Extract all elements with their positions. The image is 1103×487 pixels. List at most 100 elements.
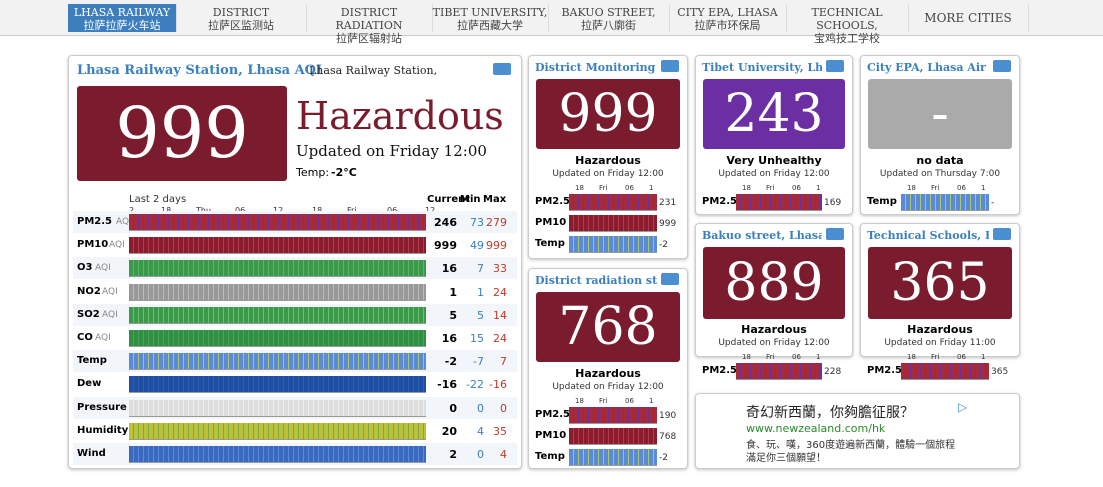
nav-tab[interactable]: TECHNICAL SCHOOLS, 宝鸡技工学校	[786, 4, 909, 45]
time-label: 18	[742, 184, 751, 192]
column-header: Max	[483, 194, 507, 205]
min: 15	[470, 332, 484, 345]
station-card[interactable]: District Monitoring St 999 Hazardous Update…	[528, 55, 688, 259]
row-label: Temp	[535, 451, 565, 462]
station-card[interactable]: District radiation stat 768 Hazardous Updat…	[528, 268, 688, 469]
station-card[interactable]: Tibet University, Lhas 243 Very Unhealthy U…	[695, 55, 853, 215]
station-card[interactable]: City EPA, Lhasa Air Qua - no data Updated o…	[860, 55, 1020, 215]
nav-tab[interactable]: DISTRICT 拉萨区监测站	[176, 4, 307, 32]
icon[interactable]	[661, 273, 679, 285]
row-name: SO2	[77, 308, 100, 320]
nav-tab[interactable]: MORE CITIES	[908, 4, 1029, 32]
current: 20	[441, 424, 457, 438]
card-title: Technical Schools, Bao	[867, 229, 989, 242]
time-label: Fri	[599, 397, 608, 405]
time-label: Fri	[599, 184, 608, 192]
aqi-box: 999	[536, 79, 680, 149]
chart-caption: Last 2 days	[129, 194, 187, 205]
sparkline	[129, 399, 426, 417]
min: 1	[477, 285, 484, 299]
row-value: -	[991, 198, 995, 208]
row-value: 768	[659, 432, 677, 442]
max: 0	[500, 401, 507, 415]
nav-tab[interactable]: LHASA RAILWAY 拉萨拉萨火车站	[68, 4, 177, 32]
row-unit: AQI	[109, 240, 125, 251]
card-title: City EPA, Lhasa Air Qua	[867, 61, 989, 74]
min: 0	[477, 401, 484, 415]
row-label: PM10	[535, 217, 567, 228]
icon[interactable]	[993, 60, 1011, 72]
sparkline	[901, 363, 989, 380]
row-value: 999	[659, 219, 677, 229]
nav-tab[interactable]: BAKUO STREET, 拉萨八廓街	[548, 4, 670, 32]
aqi-level: no data	[916, 154, 964, 167]
row-value: 190	[659, 411, 677, 421]
row-label: PM2.5	[867, 365, 902, 376]
nav-tab[interactable]: TIBET UNIVERSITY, 拉萨西藏大学	[432, 4, 549, 32]
station-card[interactable]: Technical Schools, Bao 365 Hazardous Update…	[860, 223, 1020, 380]
sparkline	[129, 422, 426, 440]
row-name: PM10	[77, 239, 109, 251]
station-card[interactable]: Bakuo street, Lhasa Ai 889 Hazardous Update…	[695, 223, 853, 380]
column-header: Current	[427, 194, 471, 205]
time-label: 18	[575, 184, 584, 192]
max: 4	[500, 448, 507, 461]
time-label: 06	[957, 184, 966, 192]
row-value: 169	[824, 198, 842, 208]
current: 246	[434, 216, 457, 229]
main-panel: Lhasa Railway Station, Lhasa AQI Lhasa Ra…	[68, 55, 522, 469]
updated: Updated on Friday 11:00	[884, 338, 996, 348]
row-value: -2	[659, 240, 668, 250]
row-unit: AQI	[102, 286, 118, 297]
time-label: 1	[981, 353, 986, 361]
max: 24	[493, 332, 507, 345]
icon[interactable]	[993, 228, 1011, 240]
row-value: 231	[659, 198, 677, 208]
time-label: 18	[907, 184, 916, 192]
time-label: 18	[312, 206, 322, 215]
nav-tab-subtitle: 拉萨区监测站	[208, 19, 274, 32]
aqi-level: Hazardous	[575, 367, 641, 380]
row-unit: AQI	[95, 263, 111, 274]
row-name: Humidity	[77, 424, 129, 436]
time-label: Fri	[766, 353, 775, 361]
time-label: 06	[235, 206, 245, 215]
aqi-box: 889	[703, 247, 845, 319]
card-title: Tibet University, Lhas	[702, 61, 822, 74]
card-title: District radiation stat	[535, 274, 657, 287]
icon[interactable]	[661, 60, 679, 72]
row-name: Wind	[77, 448, 106, 459]
max: -16	[489, 378, 507, 392]
nav-tab[interactable]: DISTRICT RADIATION 拉萨区辐射站	[306, 4, 433, 45]
icon[interactable]	[826, 228, 844, 240]
sparkline	[569, 407, 657, 424]
icon[interactable]	[493, 63, 511, 75]
ad-icon[interactable]: ▷	[958, 400, 968, 414]
updated: Updated on Friday 12:00	[718, 338, 830, 348]
aqi-box: 768	[536, 292, 680, 362]
time-label: 06	[957, 353, 966, 361]
sparkline	[129, 446, 426, 463]
time-label: Fri	[931, 353, 940, 361]
updated: Updated on Friday 12:00	[552, 169, 664, 179]
min: 73	[470, 216, 484, 229]
aqi-box: 999	[77, 86, 287, 181]
ad-headline[interactable]: 奇幻新西蘭，你夠膽征服？	[746, 405, 914, 421]
icon[interactable]	[826, 60, 844, 72]
ad-url[interactable]: www.newzealand.com/hk	[746, 422, 886, 435]
nav-tab-title: TIBET UNIVERSITY,	[432, 6, 548, 19]
row-label: PM2.5	[535, 409, 570, 420]
time-label: Thu	[196, 206, 211, 215]
nav-tab-subtitle: 拉萨区辐射站	[336, 32, 402, 45]
aqi-box: 365	[868, 247, 1012, 319]
column-header: Min	[460, 194, 481, 205]
min: 0	[477, 448, 484, 461]
row-name: Temp	[77, 355, 107, 367]
row-label: PM2.5	[702, 365, 737, 376]
nav-tab[interactable]: CITY EPA, LHASA 拉萨市环保局	[669, 4, 787, 32]
current: 0	[449, 401, 457, 415]
time-label: 12	[425, 206, 435, 215]
row-label: Temp	[867, 196, 897, 207]
time-label: Fri	[766, 184, 775, 192]
sparkline	[129, 283, 426, 301]
